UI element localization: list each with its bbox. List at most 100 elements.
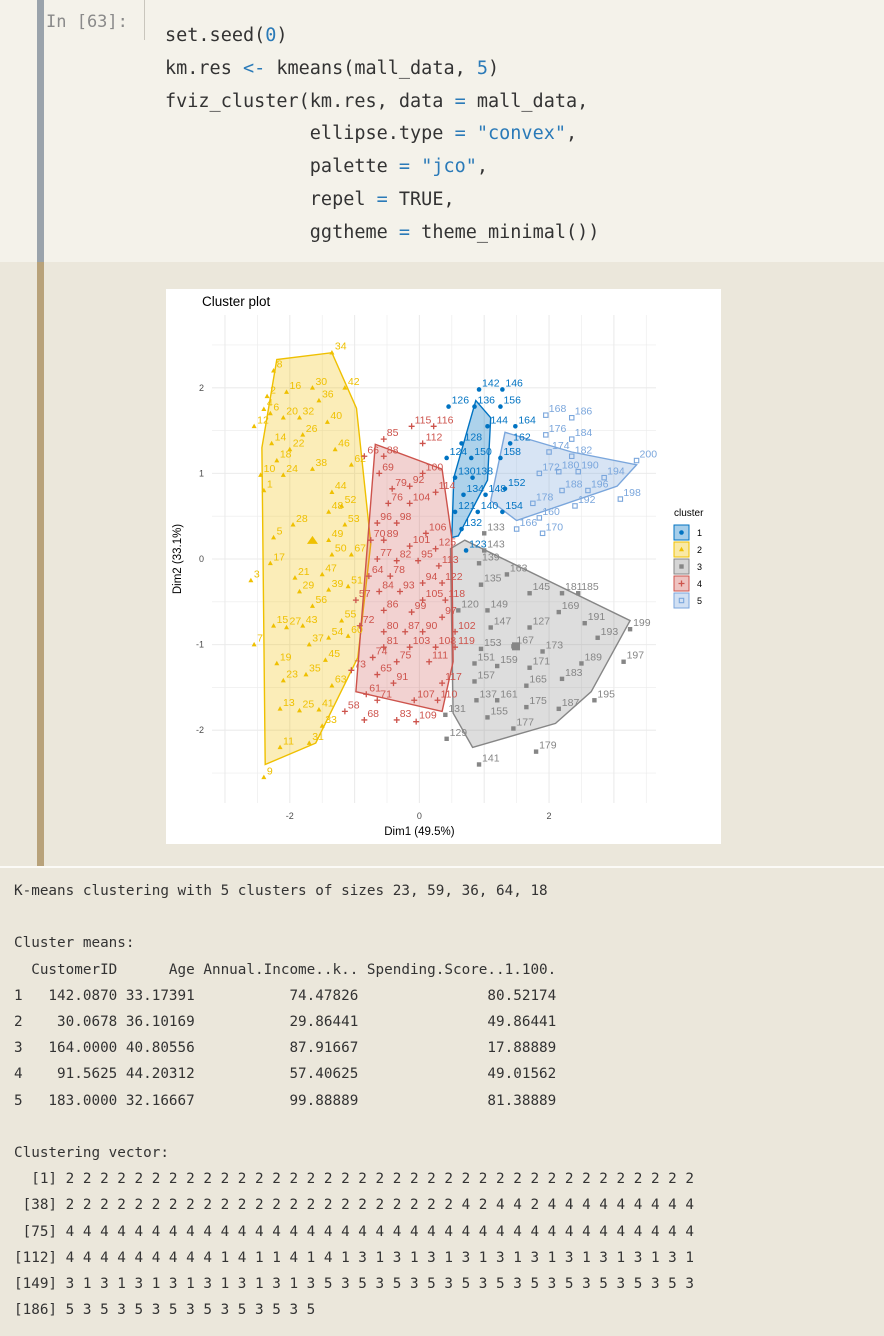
point-marker — [527, 591, 532, 596]
point-label: 42 — [348, 376, 360, 388]
point-marker — [319, 723, 325, 728]
point-label: 146 — [505, 377, 523, 389]
x-axis-label: Dim1 (49.5%) — [384, 826, 454, 838]
point-label: 128 — [465, 431, 483, 443]
point-label: 57 — [359, 588, 371, 600]
code-line: fviz_cluster(km.res, data = mall_data, — [165, 86, 599, 119]
point-label: 119 — [458, 635, 475, 647]
point-label: 48 — [332, 500, 344, 512]
point-label: 49 — [332, 528, 344, 540]
code-line: set.seed(0) — [165, 20, 599, 53]
point-marker — [524, 704, 529, 710]
data-point: 111 — [426, 650, 448, 665]
point-label: 196 — [591, 479, 609, 491]
point-label: 140 — [481, 500, 499, 512]
point-marker — [356, 622, 363, 629]
output-line: Clustering vector: — [14, 1145, 169, 1162]
point-marker — [300, 623, 306, 628]
point-marker — [472, 661, 477, 666]
data-point: 13 — [277, 697, 295, 711]
point-marker — [248, 577, 254, 583]
point-label: 173 — [546, 639, 564, 651]
point-marker — [500, 387, 505, 392]
code-token: = — [454, 123, 466, 145]
point-label: 94 — [426, 571, 438, 583]
data-point: 9 — [261, 765, 273, 780]
data-point: 78 — [387, 564, 405, 580]
point-label: 90 — [426, 620, 438, 632]
output-line — [14, 1114, 694, 1140]
output-bar[interactable] — [37, 262, 44, 866]
point-marker — [339, 503, 345, 508]
point-marker — [309, 466, 315, 471]
data-point: 26 — [300, 423, 318, 437]
data-point: 193 — [595, 626, 618, 640]
output-divider — [0, 866, 884, 868]
point-label: 60 — [351, 624, 363, 636]
data-point: 51 — [345, 574, 363, 589]
point-label: 36 — [322, 389, 334, 401]
data-point: 87 — [402, 620, 420, 635]
data-point: 161 — [494, 688, 518, 703]
point-label: 16 — [290, 380, 302, 392]
data-point: 29 — [297, 580, 314, 594]
cluster-2-hull — [261, 351, 372, 766]
y-tick-label: -1 — [196, 640, 204, 650]
data-point: 112 — [419, 431, 443, 447]
data-point: 67 — [348, 543, 366, 557]
input-cell[interactable]: In [63]: set.seed(0) km.res <- kmeans(mal… — [0, 0, 884, 262]
data-point: 176 — [543, 423, 566, 438]
data-point: 91 — [390, 671, 408, 687]
point-label: 76 — [391, 491, 403, 503]
point-marker — [277, 706, 283, 711]
point-label: 53 — [348, 513, 360, 525]
point-marker — [472, 679, 477, 684]
point-marker — [576, 591, 581, 596]
data-point: 153 — [478, 637, 502, 652]
point-label: 112 — [426, 431, 443, 443]
point-label: 161 — [500, 688, 518, 700]
point-label: 55 — [345, 609, 357, 621]
point-marker — [369, 654, 376, 661]
point-label: 61 — [369, 682, 381, 694]
cluster-4-hull — [355, 443, 454, 713]
data-point: 73 — [348, 658, 366, 674]
data-point: 92 — [406, 474, 425, 490]
legend-label: 1 — [697, 528, 702, 538]
point-marker — [297, 588, 303, 594]
data-point: 192 — [572, 494, 596, 509]
point-label: 154 — [505, 500, 523, 512]
point-marker — [540, 649, 545, 654]
point-label: 174 — [552, 440, 570, 452]
point-marker — [271, 367, 277, 373]
code-editor[interactable]: set.seed(0) km.res <- kmeans(mall_data, 5… — [165, 20, 599, 250]
point-label: 17 — [273, 551, 285, 563]
code-token: = — [376, 188, 388, 210]
code-token — [466, 123, 477, 144]
data-point: 139 — [476, 551, 500, 566]
code-line: km.res <- kmeans(mall_data, 5) — [165, 53, 599, 86]
data-point: 142 — [476, 377, 500, 392]
data-point: 57 — [352, 588, 371, 604]
data-point: 34 — [329, 341, 347, 355]
point-label: 47 — [325, 562, 337, 574]
point-label: 143 — [487, 538, 505, 550]
point-marker — [329, 349, 335, 355]
code-token: "convex" — [476, 123, 566, 145]
point-label: 2 — [270, 384, 276, 396]
point-marker — [478, 582, 484, 587]
point-label: 180 — [562, 460, 580, 472]
point-label: 193 — [601, 626, 619, 638]
data-point: 61 — [363, 682, 381, 698]
point-label: 163 — [510, 562, 528, 574]
point-label: 138 — [476, 466, 494, 478]
data-point: 119 — [452, 635, 475, 651]
point-marker — [530, 500, 536, 507]
data-point: 31 — [306, 731, 324, 745]
output-line: K-means clustering with 5 clusters of si… — [14, 883, 548, 899]
legend-key — [673, 592, 690, 609]
point-label: 85 — [387, 427, 399, 439]
data-point: 133 — [482, 521, 505, 536]
data-point: 47 — [319, 562, 337, 577]
point-marker — [277, 744, 283, 750]
